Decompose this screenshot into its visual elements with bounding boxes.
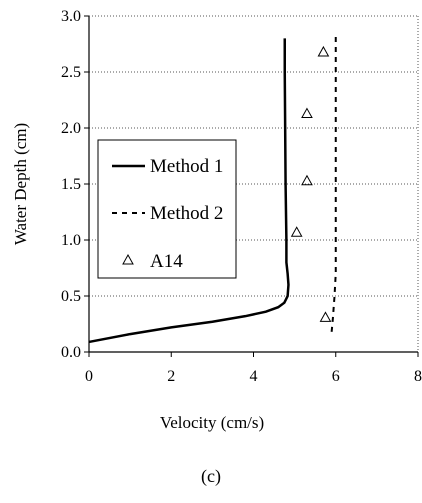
- data-point-a14-2: [301, 174, 313, 186]
- tick-labels: 0.0 0.5 1.0 1.5 2.0 2.5 3.0 0 2 4 6 8: [61, 8, 422, 385]
- x-tick-label-6: 6: [332, 368, 340, 385]
- y-tick-label-0.0: 0.0: [61, 344, 81, 361]
- y-tick-label-1.5: 1.5: [61, 176, 81, 193]
- y-tick-label-0.5: 0.5: [61, 288, 81, 305]
- chart-canvas: 0.0 0.5 1.0 1.5 2.0 2.5 3.0 0 2 4 6 8 Velocity (cm/…: [11, 8, 422, 432]
- y-tick-label-2.0: 2.0: [61, 120, 81, 137]
- axes: [84, 15, 419, 357]
- legend: Method 1 Method 2 A14: [97, 139, 237, 279]
- x-tick-label-0: 0: [85, 368, 93, 385]
- y-tick-label-1.0: 1.0: [61, 232, 81, 249]
- y-axis-label: Water Depth (cm): [11, 123, 30, 245]
- series-layer: [88, 36, 337, 344]
- y-tick-label-2.5: 2.5: [61, 64, 81, 81]
- series-line-method-1: [88, 38, 290, 344]
- panel-label: (c): [201, 466, 221, 486]
- x-tick-label-4: 4: [250, 368, 258, 385]
- data-point-a14-0: [317, 45, 330, 57]
- series-line-method-2: [330, 36, 337, 332]
- x-tick-label-2: 2: [167, 368, 175, 385]
- x-axis-label: Velocity (cm/s): [160, 413, 264, 432]
- y-tick-label-3.0: 3.0: [61, 8, 81, 25]
- legend-label-a14: A14: [150, 251, 183, 272]
- data-point-a14-4: [319, 311, 332, 322]
- x-tick-label-8: 8: [414, 368, 422, 385]
- legend-label-method-1: Method 1: [150, 156, 223, 177]
- data-point-a14-3: [290, 226, 303, 237]
- legend-marker-a14: [122, 253, 134, 265]
- legend-box: [97, 139, 237, 279]
- data-point-a14-1: [301, 107, 313, 119]
- legend-label-method-2: Method 2: [150, 203, 223, 224]
